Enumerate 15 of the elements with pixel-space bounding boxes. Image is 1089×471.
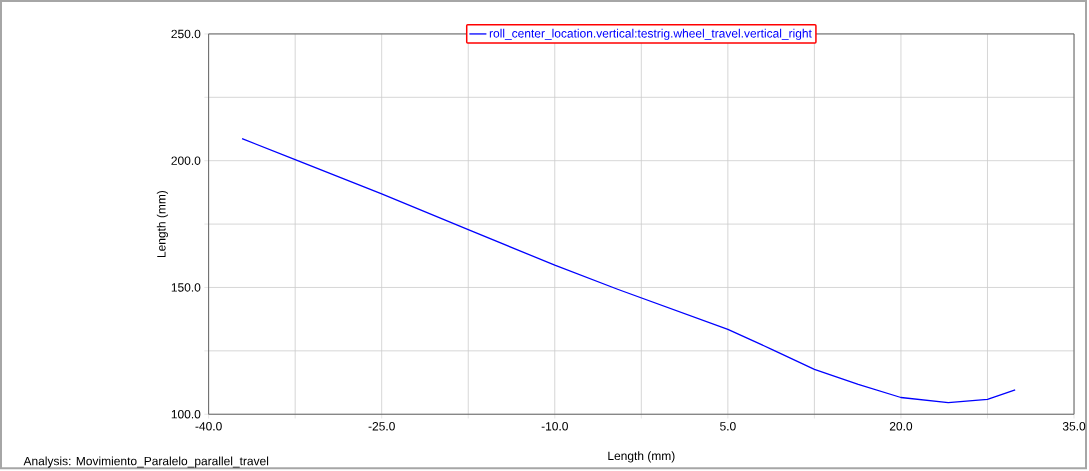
x-tick-label: -10.0 xyxy=(541,422,568,431)
y-tick-label: 200.0 xyxy=(171,156,201,165)
y-axis-title: Length (mm) xyxy=(156,190,168,258)
x-tick-label: 35.0 xyxy=(1062,422,1086,431)
y-tick-label: 100.0 xyxy=(171,410,201,419)
x-tick-label: -40.0 xyxy=(195,422,222,431)
x-axis-title: Length (mm) xyxy=(608,451,675,463)
y-tick-label: 150.0 xyxy=(171,283,201,292)
y-tick-label: 250.0 xyxy=(171,29,201,39)
text: Analysis: Movimiento_Paralelo_parallel_travel xyxy=(23,456,269,468)
x-tick-label: -25.0 xyxy=(368,422,395,431)
legend-label: roll_center_location.vertical:testrig.wheel_travel.vertical_right xyxy=(489,28,812,41)
x-tick-label: 5.0 xyxy=(720,422,736,431)
x-tick-label: 20.0 xyxy=(889,422,913,431)
line-series xyxy=(241,138,1016,404)
